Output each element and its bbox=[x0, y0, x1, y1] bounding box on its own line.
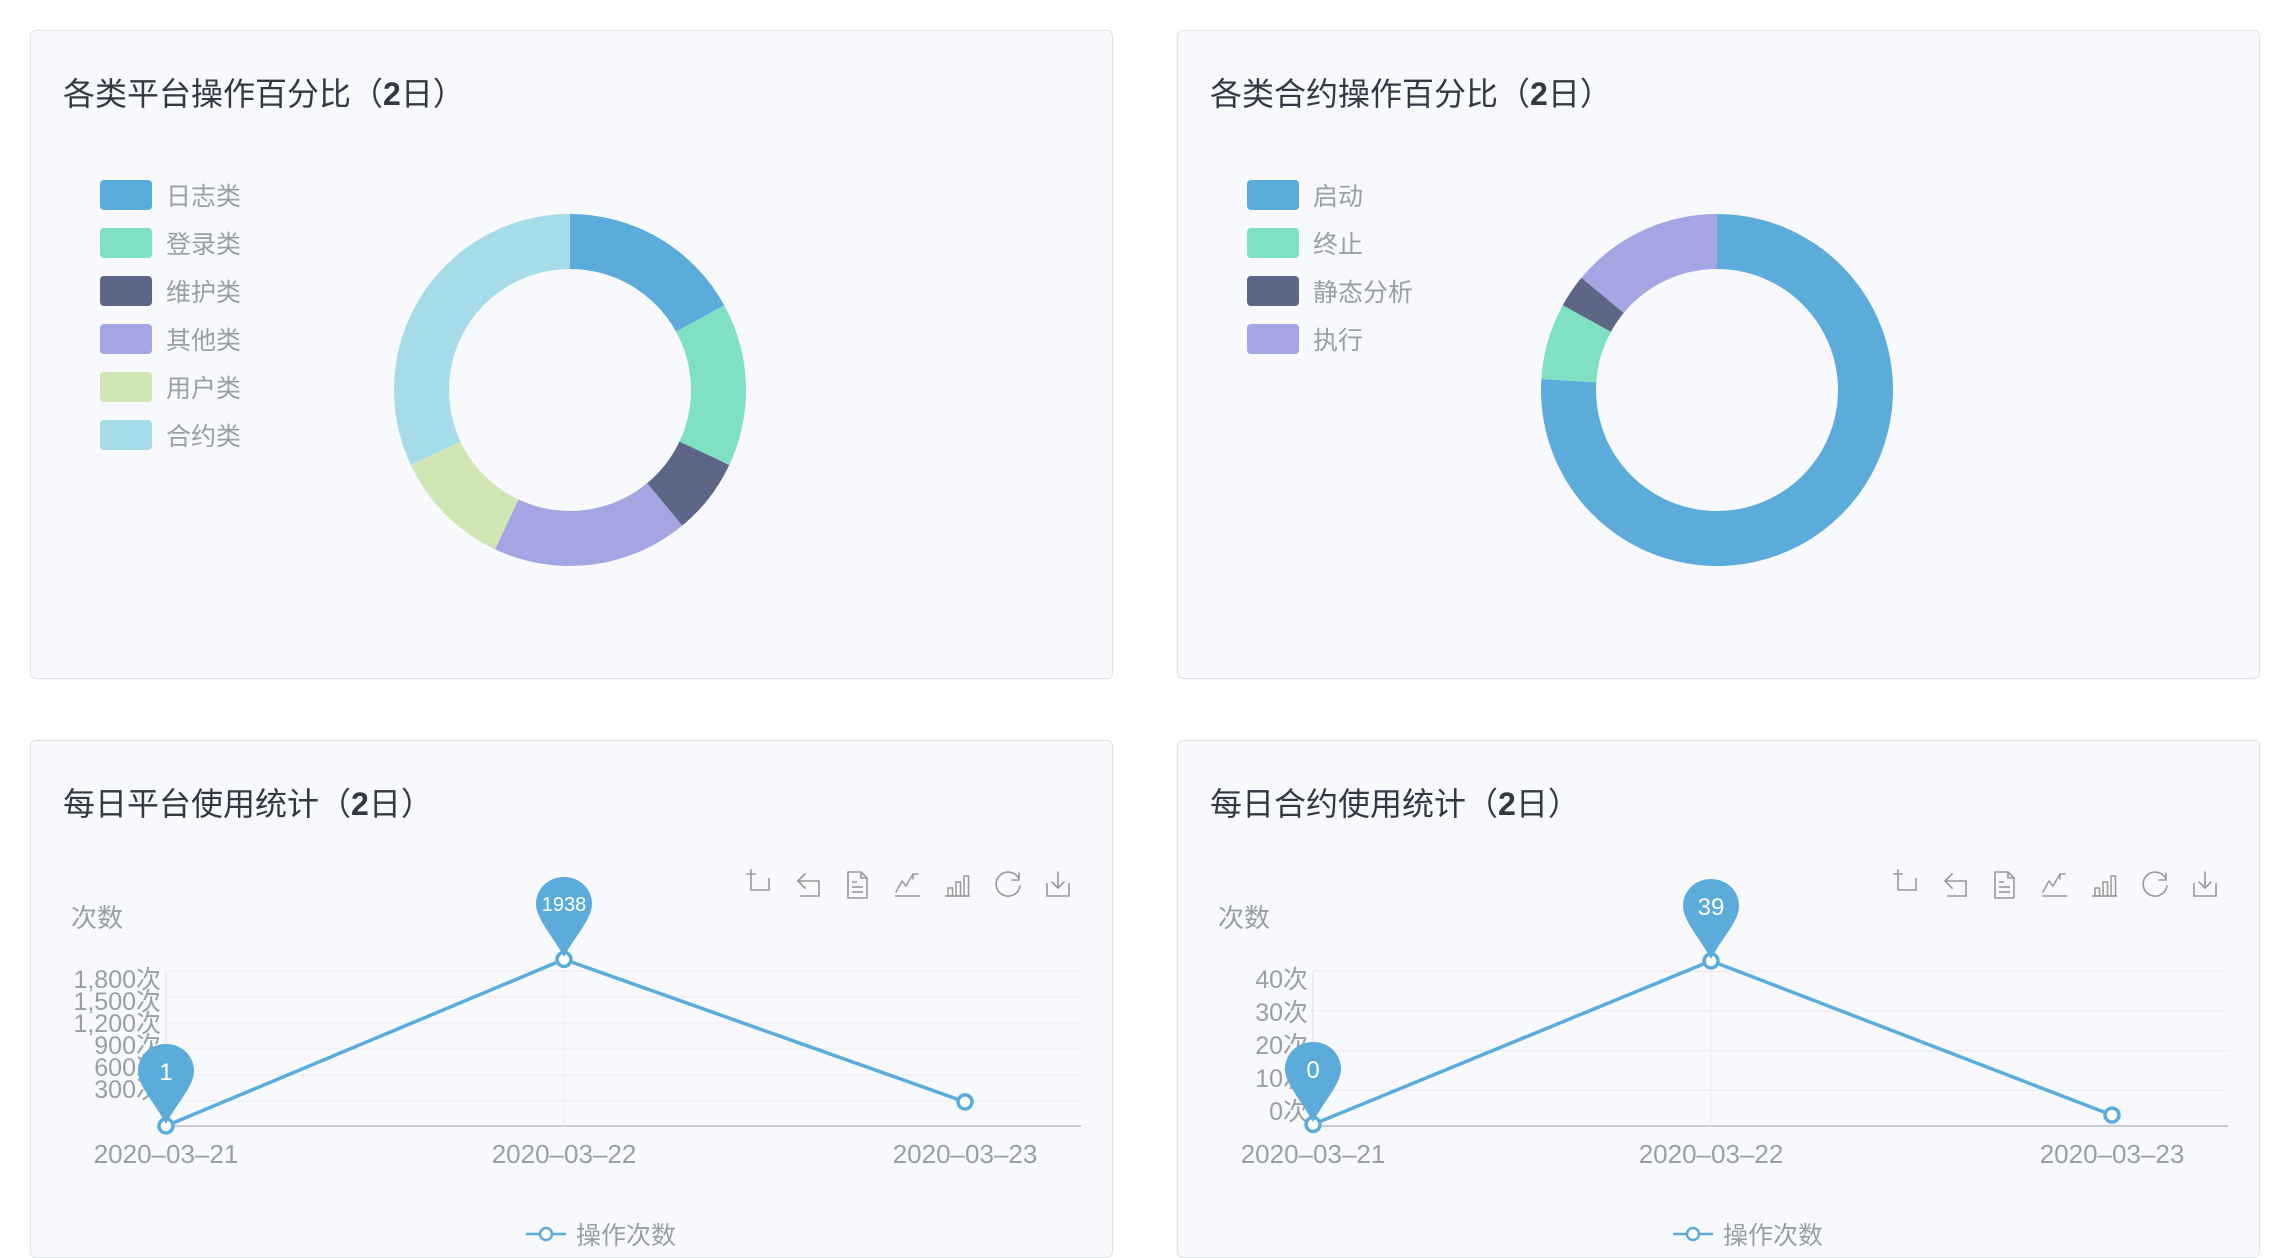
svg-text:0: 0 bbox=[1306, 1057, 1319, 1084]
svg-text:39: 39 bbox=[1698, 894, 1725, 921]
svg-text:1: 1 bbox=[159, 1059, 172, 1086]
svg-text:1938: 1938 bbox=[542, 894, 587, 916]
